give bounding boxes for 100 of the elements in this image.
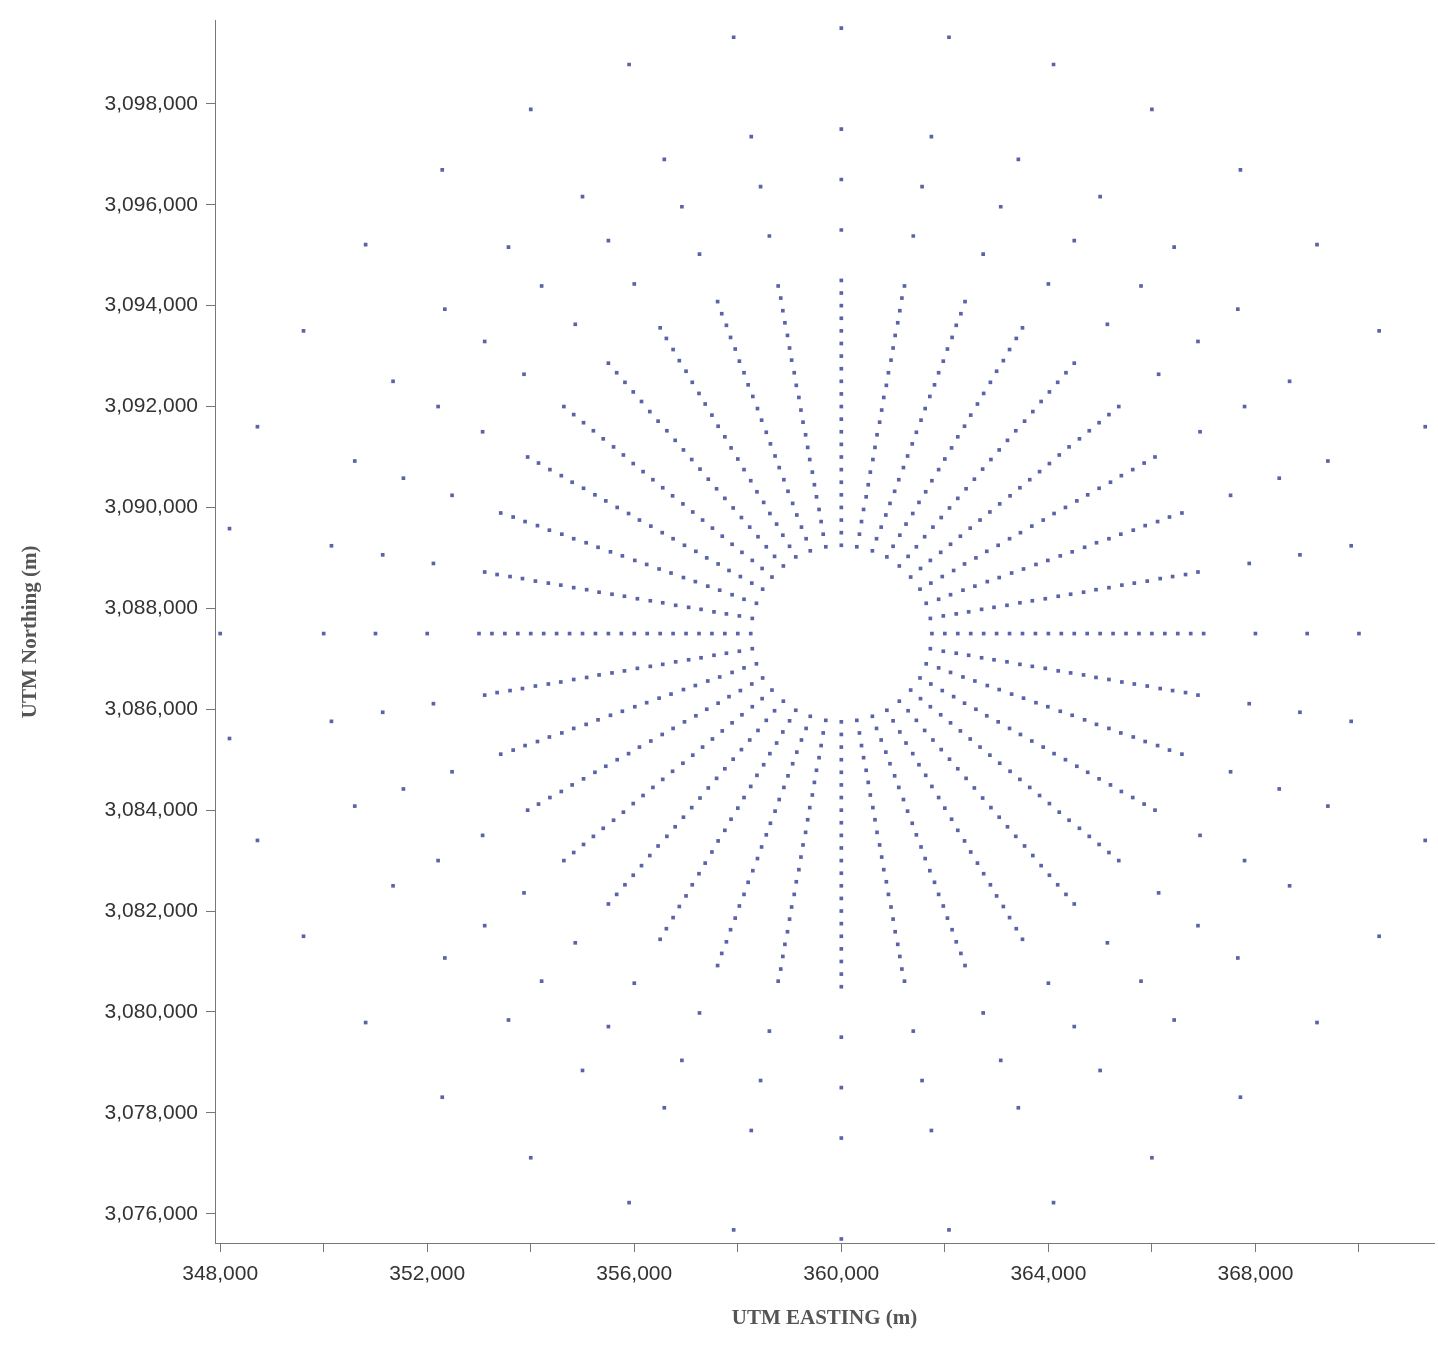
point xyxy=(1064,370,1068,375)
point xyxy=(698,796,702,800)
point xyxy=(908,688,913,692)
y-tick-label: 3,098,000 xyxy=(104,90,198,114)
point xyxy=(782,477,786,482)
point xyxy=(839,883,844,888)
point xyxy=(954,939,959,944)
point xyxy=(839,316,844,321)
point xyxy=(1132,682,1137,686)
point xyxy=(755,489,759,494)
point xyxy=(704,707,709,712)
point xyxy=(1014,926,1019,931)
point xyxy=(1235,307,1240,312)
point xyxy=(1377,934,1381,939)
point xyxy=(810,793,815,797)
point xyxy=(868,793,873,797)
point xyxy=(1058,709,1063,714)
point xyxy=(929,682,933,686)
point xyxy=(665,428,669,433)
point xyxy=(1180,511,1184,515)
point xyxy=(1072,902,1077,906)
point xyxy=(839,745,844,749)
point xyxy=(656,419,660,424)
x-tick-label: 348,000 xyxy=(182,1261,259,1285)
point xyxy=(839,846,844,850)
point xyxy=(885,555,889,559)
point xyxy=(839,934,844,939)
point xyxy=(352,459,357,463)
point xyxy=(698,467,702,471)
point xyxy=(1131,735,1136,739)
point xyxy=(761,762,766,767)
point xyxy=(735,457,740,461)
point xyxy=(810,470,815,474)
point xyxy=(705,584,710,588)
point xyxy=(968,737,973,741)
point xyxy=(380,553,385,557)
point xyxy=(1085,492,1090,497)
point xyxy=(391,883,395,888)
point xyxy=(786,489,790,494)
point xyxy=(839,429,844,434)
point xyxy=(1008,494,1012,498)
point xyxy=(522,891,526,895)
point xyxy=(1298,710,1302,715)
point xyxy=(680,204,684,209)
point xyxy=(864,768,869,773)
point xyxy=(839,291,844,295)
point xyxy=(821,532,826,537)
point xyxy=(673,824,678,829)
point xyxy=(988,510,992,514)
point xyxy=(997,815,1002,820)
point xyxy=(968,850,973,854)
point xyxy=(839,518,844,522)
point xyxy=(498,511,503,515)
point xyxy=(897,699,902,704)
point xyxy=(498,752,503,756)
point xyxy=(1057,810,1062,814)
point xyxy=(584,540,588,545)
point xyxy=(794,513,799,517)
point xyxy=(1120,583,1124,587)
point xyxy=(716,839,720,843)
point xyxy=(684,894,688,898)
point xyxy=(997,448,1002,452)
point xyxy=(770,688,774,692)
point xyxy=(954,612,959,616)
point xyxy=(998,204,1003,209)
point xyxy=(716,701,720,706)
point xyxy=(866,482,871,487)
point xyxy=(879,525,884,529)
point xyxy=(978,518,982,522)
point xyxy=(984,713,989,718)
point xyxy=(1097,777,1101,781)
point xyxy=(1139,284,1143,288)
point xyxy=(716,424,720,429)
point xyxy=(839,127,844,131)
point xyxy=(839,329,844,333)
point xyxy=(528,1155,533,1160)
point xyxy=(817,755,821,760)
point xyxy=(941,614,946,618)
point xyxy=(1030,598,1035,603)
point xyxy=(657,696,661,700)
point xyxy=(911,234,916,238)
point xyxy=(997,761,1002,766)
point xyxy=(929,581,933,585)
point xyxy=(873,817,877,822)
point xyxy=(442,956,447,960)
point xyxy=(1075,499,1079,503)
point xyxy=(792,370,797,375)
point xyxy=(808,714,813,719)
point xyxy=(764,544,769,549)
point xyxy=(632,981,637,986)
point xyxy=(904,741,908,745)
point xyxy=(888,761,892,766)
point xyxy=(855,544,859,549)
point xyxy=(943,457,947,461)
point xyxy=(1029,739,1034,743)
point xyxy=(747,738,752,742)
x-tick-label: 364,000 xyxy=(1010,1261,1087,1285)
point xyxy=(712,610,716,614)
point xyxy=(959,311,963,316)
point xyxy=(875,432,879,437)
